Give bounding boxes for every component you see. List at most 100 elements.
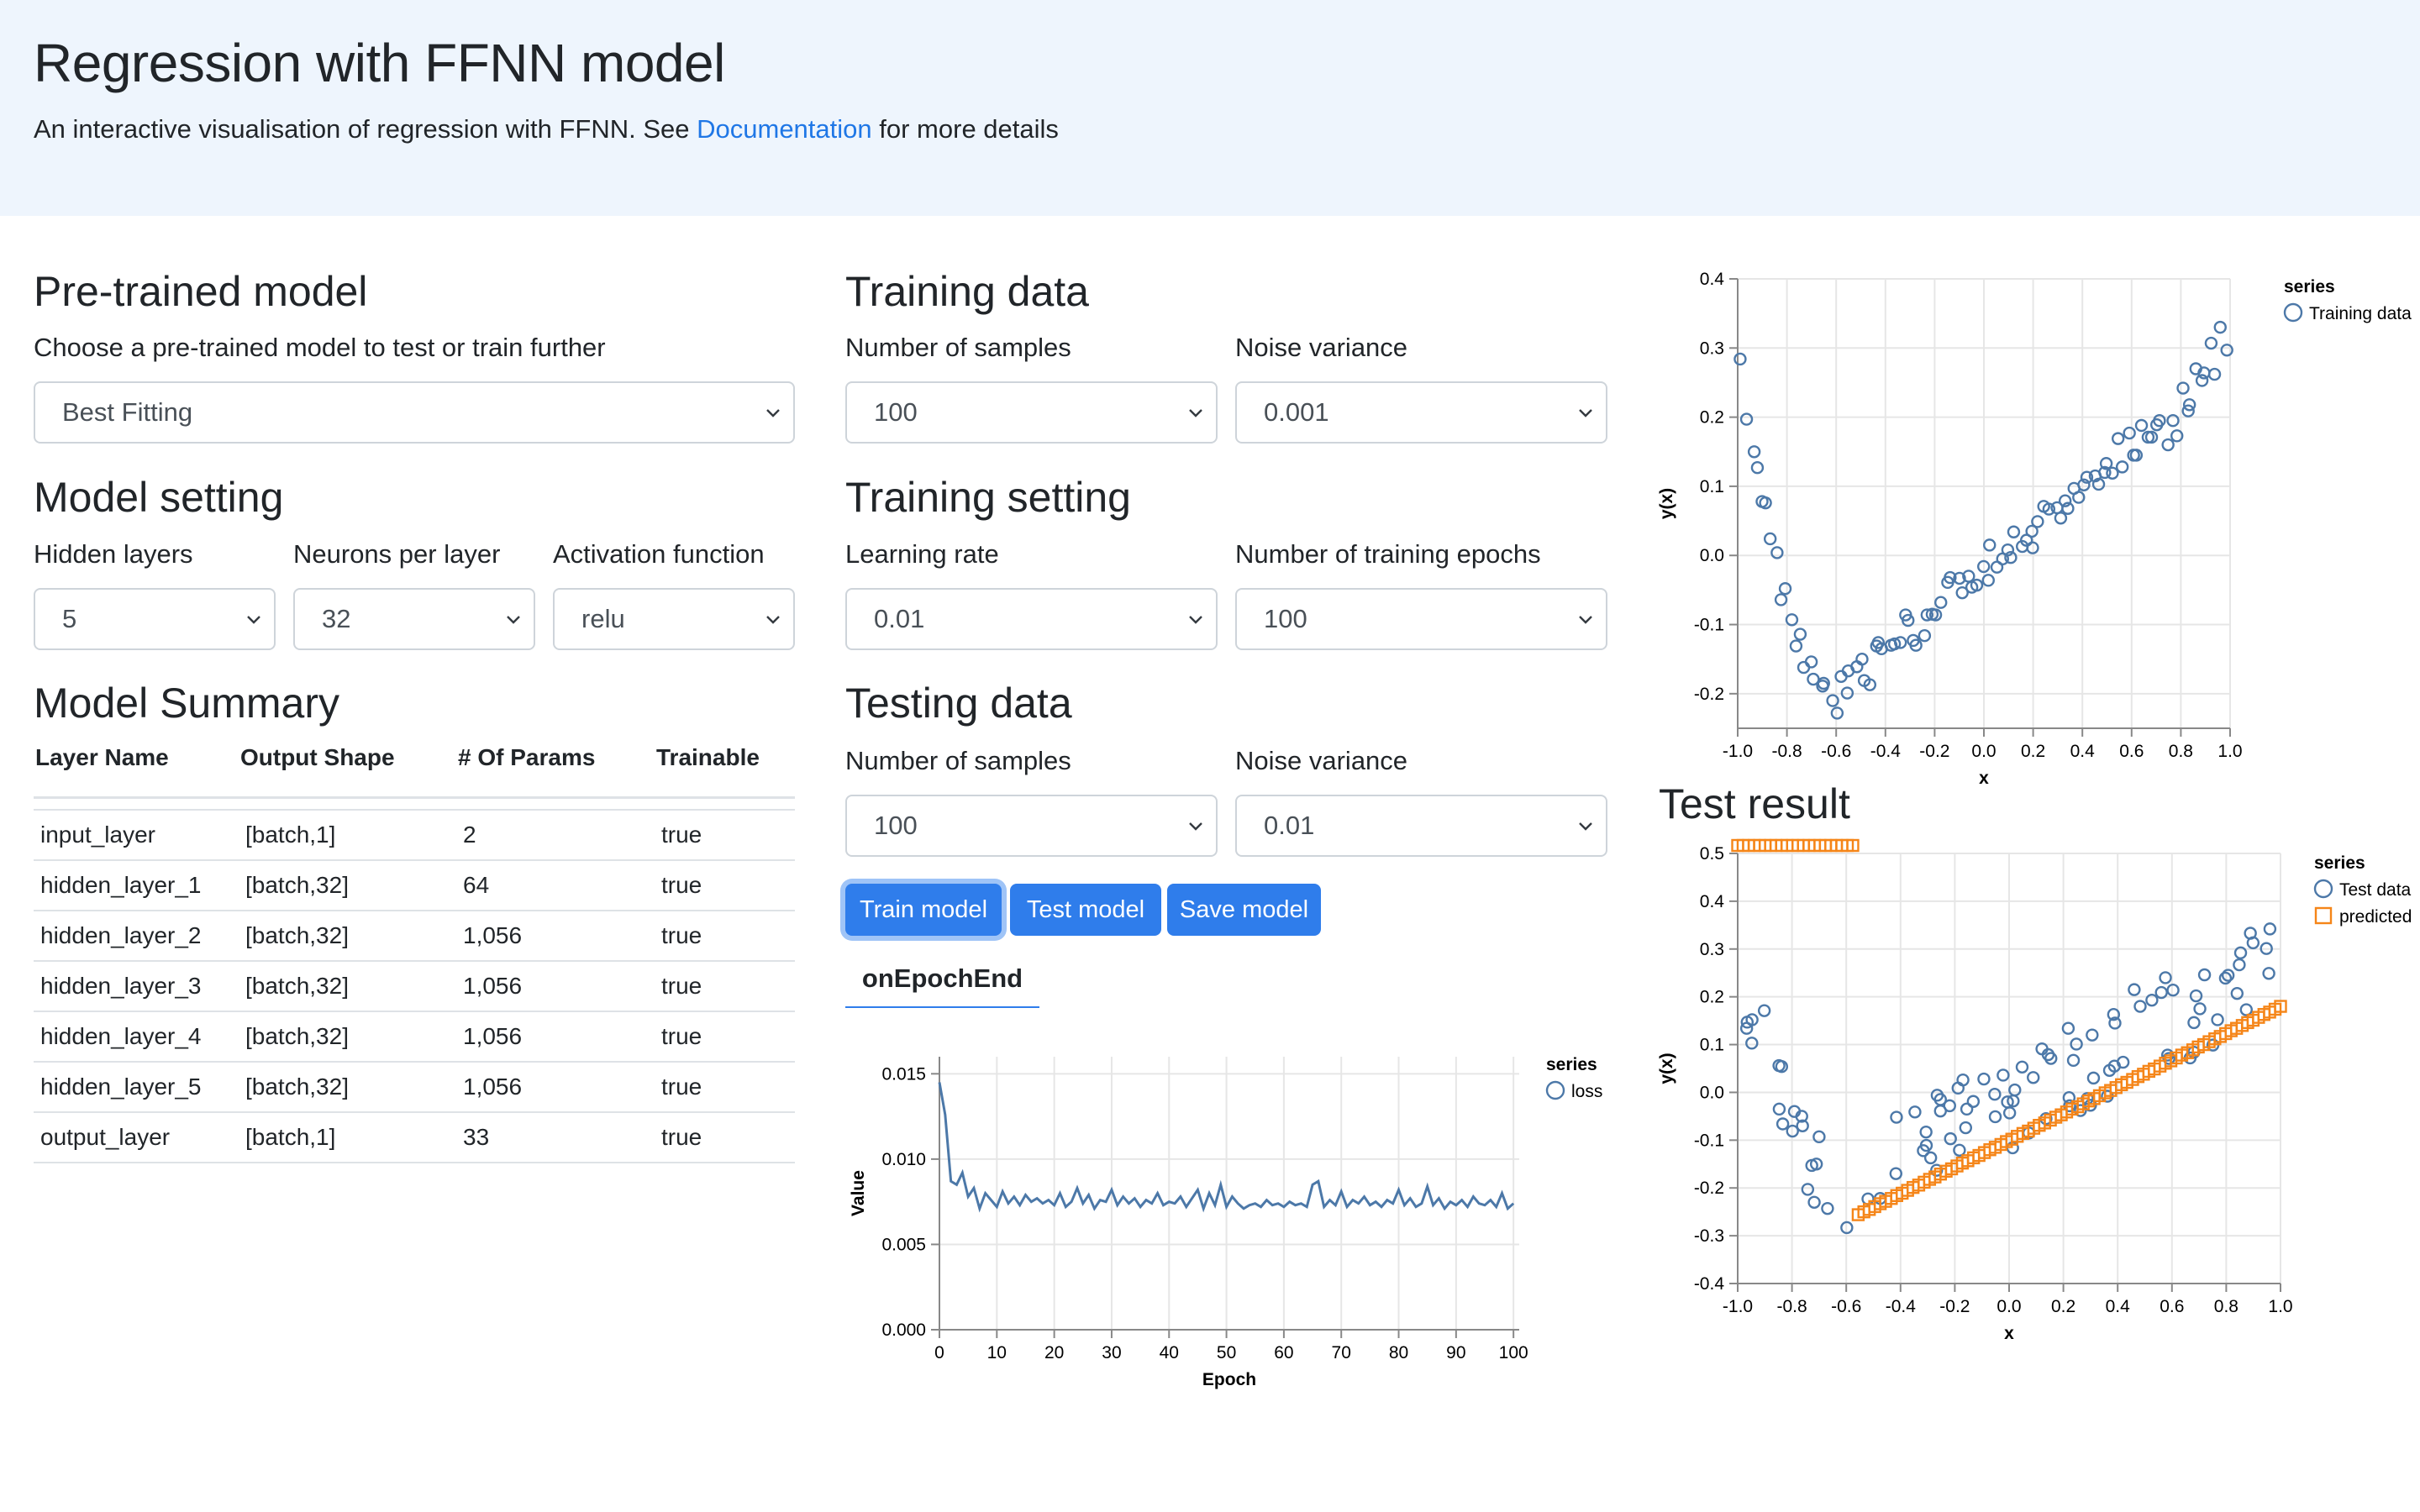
model-summary-heading: Model Summary	[34, 680, 339, 727]
data-point	[1909, 638, 1923, 652]
testing-noise-select[interactable]: 0.01	[1235, 795, 1607, 857]
training-setting-heading: Training setting	[845, 474, 1131, 521]
x-tick-label: -0.8	[1777, 1297, 1807, 1316]
cell: hidden_layer_4	[34, 1011, 239, 1063]
data-point	[2015, 1060, 2029, 1074]
data-point	[2187, 1016, 2201, 1030]
data-point	[1960, 1102, 1974, 1116]
y-tick-label: 0.0	[1700, 546, 1724, 565]
cell: true	[655, 810, 795, 861]
pretrained-model-select[interactable]: Best Fitting	[34, 381, 795, 444]
data-point	[1759, 496, 1772, 510]
data-point	[1944, 1131, 1957, 1146]
epochs-select[interactable]: 100	[1235, 588, 1607, 650]
legend-symbol	[2283, 302, 2303, 323]
data-point	[2054, 512, 2068, 525]
chevron-down-icon	[1579, 409, 1592, 417]
data-point	[2220, 344, 2233, 357]
x-tick-label: -1.0	[1723, 1297, 1753, 1316]
table-spacer	[34, 797, 795, 811]
legend-symbol	[2314, 906, 2333, 925]
data-point	[1840, 686, 1854, 700]
model-setting-heading: Model setting	[34, 474, 284, 521]
chevron-down-icon	[1189, 822, 1202, 831]
chevron-down-icon	[247, 616, 260, 624]
chevron-down-icon	[1189, 616, 1202, 624]
data-point	[2153, 414, 2166, 428]
y-tick-label: 0.1	[1700, 477, 1724, 496]
y-tick-label: 0.3	[1700, 339, 1724, 358]
data-point	[1772, 1102, 1786, 1116]
data-point	[1923, 1151, 1938, 1165]
table-row: hidden_layer_2 [batch,32] 1,056 true	[34, 911, 795, 962]
pretrained-label: Choose a pre-trained model to test or tr…	[34, 333, 606, 362]
data-point	[1733, 352, 1747, 366]
data-point	[1959, 1121, 1973, 1135]
tab-on-epoch-end[interactable]: onEpochEnd	[845, 949, 1039, 1008]
data-point	[2106, 466, 2119, 480]
data-point	[1920, 608, 1934, 622]
data-point	[2001, 1095, 2014, 1109]
training-samples-select[interactable]: 100	[845, 381, 1218, 444]
data-point	[1977, 1072, 1991, 1086]
data-point	[1988, 1088, 2002, 1101]
y-tick-label: -0.2	[1694, 1179, 1724, 1198]
data-point	[2074, 1104, 2087, 1117]
data-point	[2008, 1083, 2022, 1097]
hidden-layers-value: 5	[62, 604, 77, 633]
x-tick-label: 40	[1160, 1343, 1179, 1362]
data-point	[2123, 426, 2136, 440]
data-point	[1750, 460, 1765, 475]
y-axis-label: Value	[849, 1170, 868, 1216]
chevron-down-icon	[766, 616, 780, 624]
training-noise-value: 0.001	[1264, 397, 1329, 427]
data-point	[1966, 1095, 1981, 1108]
cell: hidden_layer_1	[34, 860, 239, 911]
data-point	[2102, 1063, 2117, 1077]
learning-rate-select[interactable]: 0.01	[845, 588, 1218, 650]
data-point	[2116, 1055, 2130, 1069]
data-point	[1786, 1124, 1799, 1138]
data-point	[2189, 989, 2203, 1003]
table-row: hidden_layer_5 [batch,32] 1,056 true	[34, 1062, 795, 1113]
data-point	[2161, 438, 2175, 452]
data-point	[2007, 525, 2021, 538]
data-point	[2144, 430, 2159, 444]
cell: 1,056	[456, 961, 655, 1012]
data-point	[2134, 418, 2149, 433]
x-tick-label: 0.6	[2160, 1297, 2184, 1316]
column-header: Output Shape	[239, 738, 456, 799]
predicted-point	[1846, 838, 1860, 853]
x-tick-label: 10	[987, 1343, 1007, 1362]
activation-label: Activation function	[553, 539, 765, 569]
data-point	[2207, 367, 2222, 381]
data-point	[2086, 1028, 2099, 1042]
x-tick-label: 0.8	[2169, 742, 2193, 761]
test-model-button[interactable]: Test model	[1010, 884, 1161, 936]
data-point	[2133, 1000, 2147, 1013]
data-point	[2213, 320, 2227, 334]
data-point	[2218, 971, 2233, 985]
cell: 1,056	[456, 911, 655, 962]
training-noise-select[interactable]: 0.001	[1235, 381, 1607, 444]
cell: [batch,32]	[239, 1011, 456, 1063]
train-model-button[interactable]: Train model	[845, 884, 1002, 936]
epochs-label: Number of training epochs	[1235, 539, 1541, 569]
neurons-select[interactable]: 32	[293, 588, 535, 650]
x-tick-label: 0.0	[1996, 1297, 2021, 1316]
testing-samples-select[interactable]: 100	[845, 795, 1218, 857]
data-point	[2233, 946, 2248, 960]
data-point	[1772, 1058, 1786, 1073]
x-tick-label: 60	[1274, 1343, 1293, 1362]
save-model-button[interactable]: Save model	[1167, 884, 1321, 936]
data-point	[1785, 613, 1799, 627]
data-point	[1804, 655, 1818, 669]
data-point	[2098, 465, 2112, 480]
hidden-layers-select[interactable]: 5	[34, 588, 276, 650]
activation-select[interactable]: relu	[553, 588, 795, 650]
x-tick-label: 50	[1217, 1343, 1236, 1362]
documentation-link[interactable]: Documentation	[697, 114, 872, 144]
data-point	[1996, 1068, 2010, 1082]
training-samples-value: 100	[874, 397, 918, 427]
data-point	[1770, 546, 1784, 559]
